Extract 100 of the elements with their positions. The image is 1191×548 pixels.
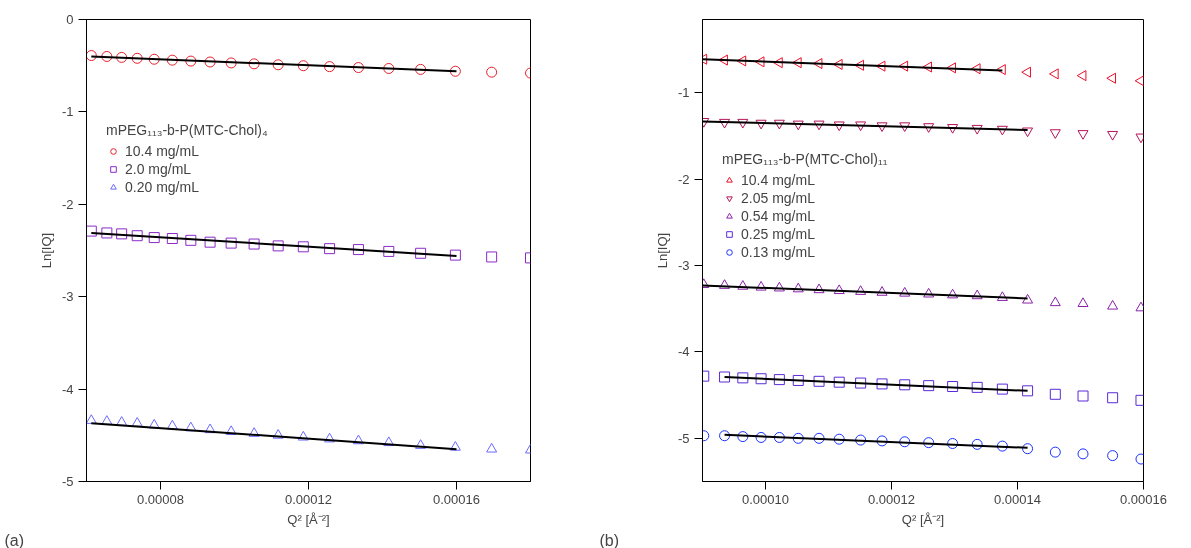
point bbox=[415, 63, 427, 75]
point bbox=[1077, 130, 1089, 140]
point bbox=[737, 118, 749, 129]
point bbox=[971, 381, 983, 393]
point bbox=[922, 61, 933, 73]
point bbox=[297, 430, 309, 441]
point bbox=[737, 280, 749, 290]
point bbox=[719, 118, 731, 129]
point bbox=[383, 436, 395, 447]
point bbox=[1107, 392, 1119, 404]
x-axis-title: Q² [Å⁻²] bbox=[901, 511, 945, 527]
point bbox=[185, 55, 197, 67]
point bbox=[923, 287, 935, 298]
point bbox=[996, 291, 1008, 301]
y-tick-label: -2 bbox=[61, 196, 74, 212]
x-tick-label: 0.00010 bbox=[742, 491, 789, 507]
point bbox=[1021, 66, 1031, 78]
point bbox=[855, 285, 867, 295]
point bbox=[1107, 299, 1119, 310]
point bbox=[876, 286, 888, 296]
y-tick-label: -2 bbox=[677, 171, 690, 187]
point bbox=[1077, 448, 1089, 460]
point bbox=[947, 381, 959, 393]
point bbox=[813, 120, 825, 131]
point bbox=[996, 440, 1008, 452]
point bbox=[486, 66, 498, 78]
point bbox=[148, 53, 160, 65]
point bbox=[297, 60, 309, 72]
point bbox=[876, 435, 888, 447]
point bbox=[773, 57, 783, 69]
point bbox=[1106, 72, 1117, 84]
point bbox=[1049, 446, 1061, 458]
x-tick-label: 0.00008 bbox=[137, 491, 184, 507]
point bbox=[971, 289, 983, 300]
point bbox=[166, 54, 178, 66]
point bbox=[1022, 127, 1034, 138]
legend-title: mPEG₁₁₃-b-P(MTC-Chol)₁₁ bbox=[722, 151, 888, 167]
point bbox=[148, 232, 160, 244]
point bbox=[352, 62, 364, 74]
point bbox=[352, 434, 364, 445]
point bbox=[773, 374, 785, 386]
point bbox=[736, 55, 747, 67]
point bbox=[719, 279, 731, 289]
point bbox=[813, 432, 825, 444]
point bbox=[415, 247, 427, 259]
point bbox=[486, 442, 498, 453]
point bbox=[773, 119, 785, 130]
x-tick-label: 0.00016 bbox=[433, 491, 480, 507]
point bbox=[755, 373, 767, 385]
point bbox=[855, 121, 867, 132]
point bbox=[131, 52, 143, 64]
point bbox=[923, 123, 935, 133]
point bbox=[225, 57, 237, 69]
point bbox=[131, 417, 143, 427]
point bbox=[833, 376, 845, 388]
y-tick-label: -1 bbox=[677, 85, 690, 101]
point bbox=[1076, 70, 1087, 82]
legend-label: 2.05 mg/mL bbox=[741, 190, 815, 206]
point bbox=[1049, 68, 1059, 80]
point bbox=[996, 64, 1006, 76]
point bbox=[876, 122, 888, 132]
legend-title: mPEG₁₁₃-b-P(MTC-Chol)₄ bbox=[106, 122, 268, 138]
legend-label: 2.0 mg/mL bbox=[125, 161, 192, 177]
point bbox=[383, 62, 395, 74]
point bbox=[898, 60, 909, 72]
x-tick-label: 0.00012 bbox=[868, 491, 915, 507]
point bbox=[248, 58, 260, 70]
point bbox=[755, 119, 767, 130]
y-tick-label: -4 bbox=[677, 344, 690, 360]
y-tick-label: -3 bbox=[677, 258, 690, 274]
point bbox=[833, 284, 845, 295]
point bbox=[813, 283, 825, 294]
point bbox=[899, 122, 911, 132]
legend-label: 10.4 mg/mL bbox=[125, 143, 199, 159]
point bbox=[923, 380, 935, 392]
point bbox=[86, 50, 97, 62]
legend-label: 0.13 mg/mL bbox=[741, 244, 815, 260]
point bbox=[899, 436, 911, 448]
point bbox=[86, 414, 97, 424]
point bbox=[324, 432, 336, 443]
point bbox=[204, 56, 216, 68]
point bbox=[131, 230, 143, 242]
point bbox=[755, 431, 767, 443]
point bbox=[718, 54, 728, 66]
point bbox=[792, 432, 804, 444]
point bbox=[875, 60, 886, 72]
text: (b) bbox=[599, 531, 620, 548]
y-tick-label: -5 bbox=[677, 430, 690, 446]
point bbox=[415, 439, 427, 449]
point bbox=[855, 377, 867, 389]
point bbox=[1022, 293, 1034, 304]
point bbox=[449, 249, 461, 261]
point bbox=[1077, 297, 1089, 307]
point bbox=[946, 62, 956, 74]
point bbox=[833, 121, 845, 132]
y-axis-title: Ln[IQ] bbox=[654, 232, 670, 269]
point bbox=[352, 244, 364, 256]
x-axis-title: Q² [Å⁻²] bbox=[287, 511, 330, 527]
text: (a) bbox=[4, 531, 25, 548]
point bbox=[486, 251, 498, 263]
